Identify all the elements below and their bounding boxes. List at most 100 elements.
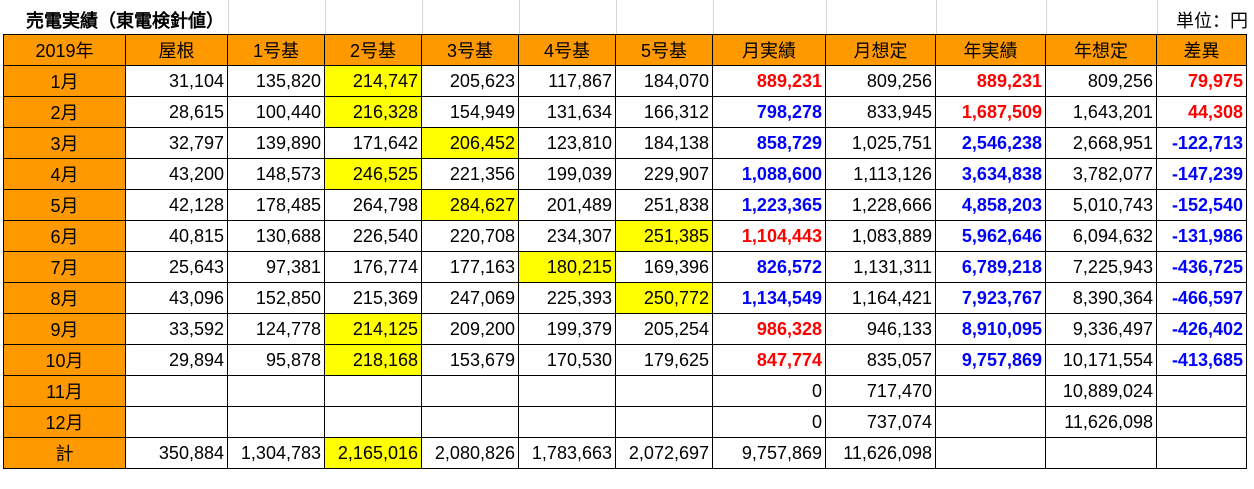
table-cell[interactable]: 2,165,016 — [324, 437, 422, 469]
row-header[interactable]: 3月 — [3, 127, 126, 159]
table-cell[interactable]: 1,134,549 — [712, 282, 826, 314]
row-header[interactable]: 11月 — [3, 375, 126, 407]
table-cell[interactable]: 2,668,951 — [1045, 127, 1157, 159]
table-cell[interactable]: 5,010,743 — [1045, 189, 1157, 221]
table-cell[interactable]: -131,986 — [1156, 220, 1247, 252]
table-cell[interactable]: 44,308 — [1156, 96, 1247, 128]
table-cell[interactable] — [421, 375, 519, 407]
table-cell[interactable]: 171,642 — [324, 127, 422, 159]
table-cell[interactable]: 0 — [712, 406, 826, 438]
table-cell[interactable] — [1156, 375, 1247, 407]
table-cell[interactable]: 247,069 — [421, 282, 519, 314]
table-cell[interactable]: 3,634,838 — [935, 158, 1046, 190]
table-cell[interactable]: 2,080,826 — [421, 437, 519, 469]
table-cell[interactable]: 9,757,869 — [935, 344, 1046, 376]
table-cell[interactable]: 209,200 — [421, 313, 519, 345]
table-cell[interactable]: 42,128 — [125, 189, 228, 221]
table-cell[interactable]: 32,797 — [125, 127, 228, 159]
table-cell[interactable]: 11,626,098 — [825, 437, 936, 469]
table-cell[interactable]: 184,070 — [615, 65, 713, 97]
table-cell[interactable]: 284,627 — [421, 189, 519, 221]
table-cell[interactable] — [1045, 437, 1157, 469]
table-cell[interactable] — [1156, 437, 1247, 469]
table-cell[interactable]: 889,231 — [935, 65, 1046, 97]
table-cell[interactable]: 737,074 — [825, 406, 936, 438]
table-cell[interactable] — [324, 406, 422, 438]
table-cell[interactable]: 1,025,751 — [825, 127, 936, 159]
table-cell[interactable]: 3,782,077 — [1045, 158, 1157, 190]
table-cell[interactable]: -426,402 — [1156, 313, 1247, 345]
table-cell[interactable]: 199,379 — [518, 313, 616, 345]
row-header[interactable]: 5月 — [3, 189, 126, 221]
table-cell[interactable]: 1,113,126 — [825, 158, 936, 190]
table-cell[interactable]: 201,489 — [518, 189, 616, 221]
table-cell[interactable]: 350,884 — [125, 437, 228, 469]
table-cell[interactable]: 1,687,509 — [935, 96, 1046, 128]
table-cell[interactable]: 148,573 — [227, 158, 325, 190]
table-cell[interactable]: 25,643 — [125, 251, 228, 283]
table-cell[interactable]: 7,923,767 — [935, 282, 1046, 314]
table-cell[interactable]: 226,540 — [324, 220, 422, 252]
table-cell[interactable]: 205,254 — [615, 313, 713, 345]
table-cell[interactable]: 5,962,646 — [935, 220, 1046, 252]
table-cell[interactable] — [421, 406, 519, 438]
table-cell[interactable]: 205,623 — [421, 65, 519, 97]
table-cell[interactable]: 717,470 — [825, 375, 936, 407]
table-cell[interactable]: 124,778 — [227, 313, 325, 345]
table-cell[interactable]: 798,278 — [712, 96, 826, 128]
table-cell[interactable]: 131,634 — [518, 96, 616, 128]
row-header[interactable]: 7月 — [3, 251, 126, 283]
table-cell[interactable] — [324, 375, 422, 407]
table-cell[interactable]: 29,894 — [125, 344, 228, 376]
table-cell[interactable]: 178,485 — [227, 189, 325, 221]
table-cell[interactable]: 1,783,663 — [518, 437, 616, 469]
table-cell[interactable]: 95,878 — [227, 344, 325, 376]
table-cell[interactable]: 1,228,666 — [825, 189, 936, 221]
table-cell[interactable]: 33,592 — [125, 313, 228, 345]
table-cell[interactable] — [615, 406, 713, 438]
table-cell[interactable]: 6,094,632 — [1045, 220, 1157, 252]
table-cell[interactable]: 28,615 — [125, 96, 228, 128]
table-cell[interactable]: 251,838 — [615, 189, 713, 221]
table-cell[interactable]: -122,713 — [1156, 127, 1247, 159]
table-cell[interactable]: 176,774 — [324, 251, 422, 283]
table-cell[interactable]: 40,815 — [125, 220, 228, 252]
row-header[interactable]: 1月 — [3, 65, 126, 97]
column-header[interactable]: 年実績 — [935, 34, 1046, 66]
table-cell[interactable] — [227, 406, 325, 438]
table-cell[interactable]: 216,328 — [324, 96, 422, 128]
column-header[interactable]: 3号基 — [421, 34, 519, 66]
table-cell[interactable] — [935, 406, 1046, 438]
table-cell[interactable]: 8,910,095 — [935, 313, 1046, 345]
table-cell[interactable]: 214,747 — [324, 65, 422, 97]
table-cell[interactable]: 0 — [712, 375, 826, 407]
table-cell[interactable]: 218,168 — [324, 344, 422, 376]
table-cell[interactable]: 177,163 — [421, 251, 519, 283]
table-cell[interactable]: 1,643,201 — [1045, 96, 1157, 128]
table-cell[interactable]: 215,369 — [324, 282, 422, 314]
column-header[interactable]: 差異 — [1156, 34, 1247, 66]
table-cell[interactable]: 117,867 — [518, 65, 616, 97]
table-cell[interactable]: 809,256 — [825, 65, 936, 97]
table-cell[interactable]: 130,688 — [227, 220, 325, 252]
table-cell[interactable]: 154,949 — [421, 96, 519, 128]
table-cell[interactable]: 264,798 — [324, 189, 422, 221]
table-cell[interactable]: 246,525 — [324, 158, 422, 190]
row-header[interactable]: 12月 — [3, 406, 126, 438]
row-header[interactable]: 6月 — [3, 220, 126, 252]
table-cell[interactable]: 10,889,024 — [1045, 375, 1157, 407]
table-cell[interactable] — [615, 375, 713, 407]
column-header[interactable]: 月実績 — [712, 34, 826, 66]
table-cell[interactable]: 170,530 — [518, 344, 616, 376]
table-cell[interactable]: 847,774 — [712, 344, 826, 376]
table-cell[interactable] — [935, 375, 1046, 407]
table-cell[interactable]: 1,131,311 — [825, 251, 936, 283]
table-cell[interactable]: 214,125 — [324, 313, 422, 345]
table-cell[interactable] — [125, 375, 228, 407]
table-cell[interactable]: 1,164,421 — [825, 282, 936, 314]
table-cell[interactable]: 179,625 — [615, 344, 713, 376]
row-header[interactable]: 10月 — [3, 344, 126, 376]
table-cell[interactable]: 229,907 — [615, 158, 713, 190]
column-header[interactable]: 4号基 — [518, 34, 616, 66]
table-cell[interactable]: 1,223,365 — [712, 189, 826, 221]
